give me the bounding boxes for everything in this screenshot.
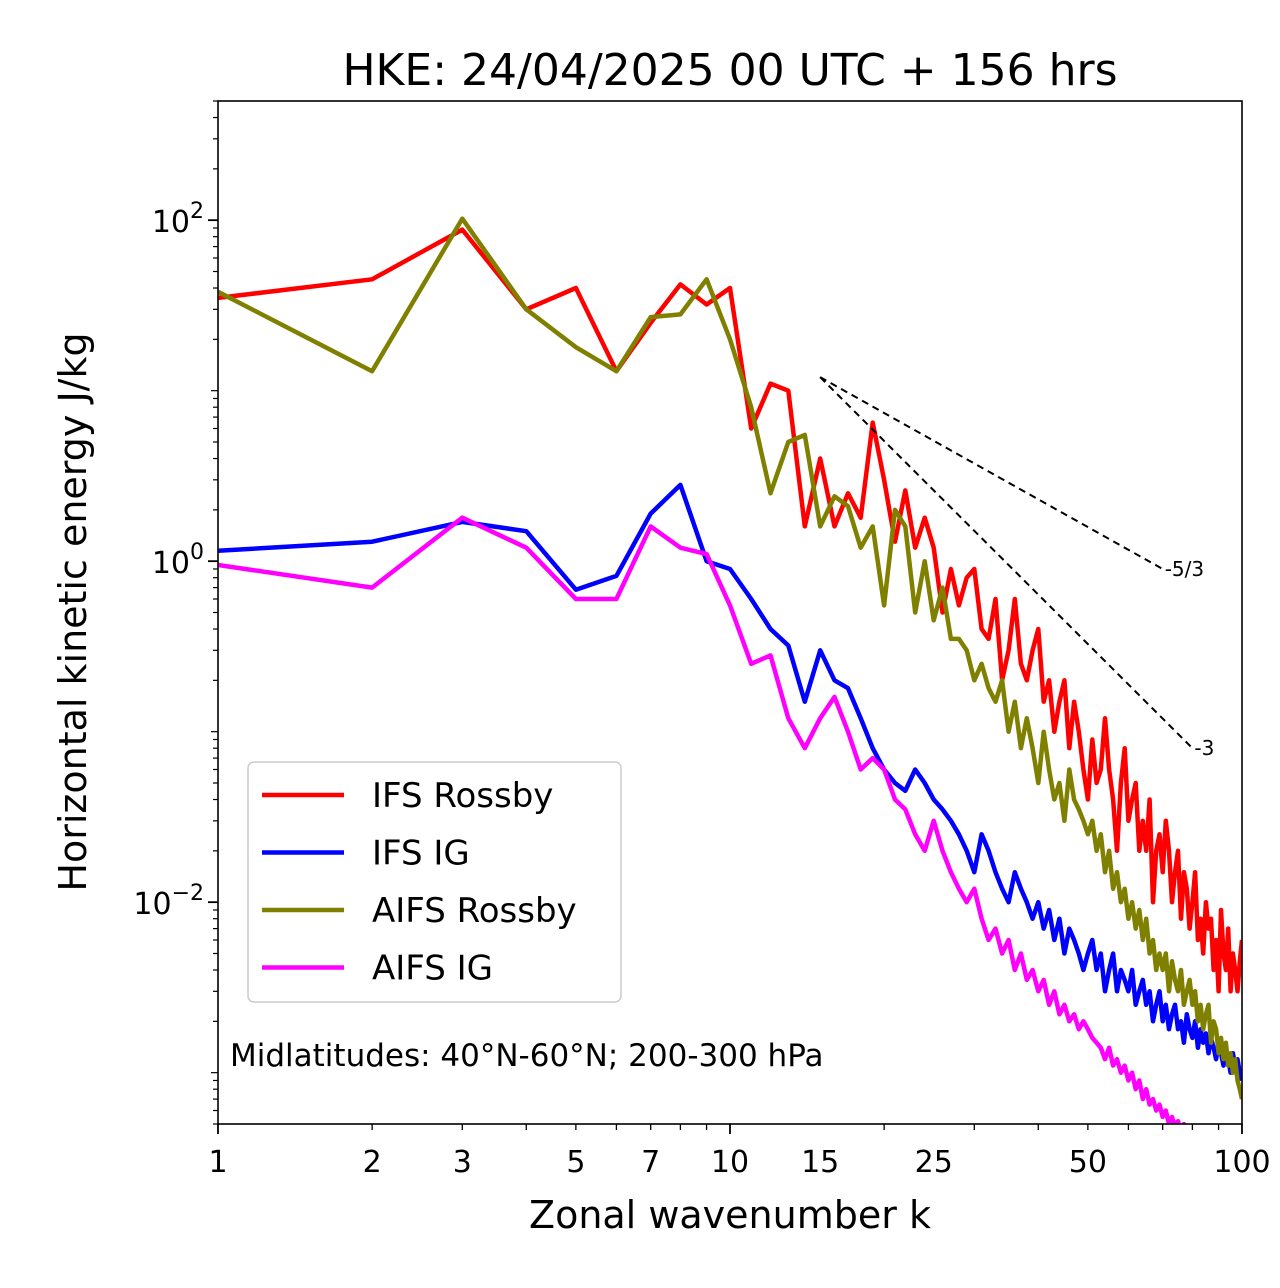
y-tick-label: 102 xyxy=(152,199,204,240)
chart-title: HKE: 24/04/2025 00 UTC + 156 hrs xyxy=(342,45,1117,96)
x-tick-label: 1 xyxy=(208,1145,227,1180)
legend-label-aifs-rossby: AIFS Rossby xyxy=(372,891,577,931)
x-tick-label: 25 xyxy=(915,1145,953,1180)
x-tick-label: 2 xyxy=(363,1145,382,1180)
series-line-ifs-rossby xyxy=(218,227,1242,994)
legend-label-ifs-rossby: IFS Rossby xyxy=(372,776,553,816)
series-line-aifs-ig xyxy=(218,515,1187,1124)
x-tick-label: 10 xyxy=(711,1145,749,1180)
reference-line-label: -5/3 xyxy=(1165,557,1204,581)
x-tick-label: 100 xyxy=(1213,1145,1270,1180)
y-tick-label: 10−2 xyxy=(133,881,204,922)
reference-line-slope xyxy=(819,376,1164,570)
reference-lines: -5/3 -3 xyxy=(819,376,1214,760)
region-annotation: Midlatitudes: 40°N-60°N; 200-300 hPa xyxy=(230,1038,824,1074)
x-tick-label: 15 xyxy=(801,1145,839,1180)
x-tick-label: 3 xyxy=(453,1145,472,1180)
legend-box xyxy=(247,761,622,1003)
series-line-aifs-rossby xyxy=(218,216,1242,1100)
series-layer xyxy=(218,216,1242,1124)
x-tick-label: 50 xyxy=(1069,1145,1107,1180)
y-axis-ticks: 102 100 10−2 xyxy=(133,100,218,1125)
x-tick-label: 7 xyxy=(641,1145,660,1180)
y-axis-label: Horizontal kinetic energy J/kg xyxy=(51,332,95,891)
x-axis-label: Zonal wavenumber k xyxy=(529,1193,931,1237)
x-axis-ticks: 1 2 3 5 7 10 15 25 50 100 xyxy=(208,1124,1271,1180)
reference-line-label: -3 xyxy=(1194,736,1214,760)
series-line-ifs-ig xyxy=(218,482,1242,1082)
reference-line-slope xyxy=(819,376,1194,749)
y-tick-label: 100 xyxy=(152,540,204,581)
x-tick-label: 5 xyxy=(566,1145,585,1180)
legend-label-aifs-ig: AIFS IG xyxy=(372,949,493,989)
legend-label-ifs-ig: IFS IG xyxy=(372,834,470,874)
legend: IFS Rossby IFS IG AIFS Rossby AIFS IG xyxy=(247,761,622,1003)
